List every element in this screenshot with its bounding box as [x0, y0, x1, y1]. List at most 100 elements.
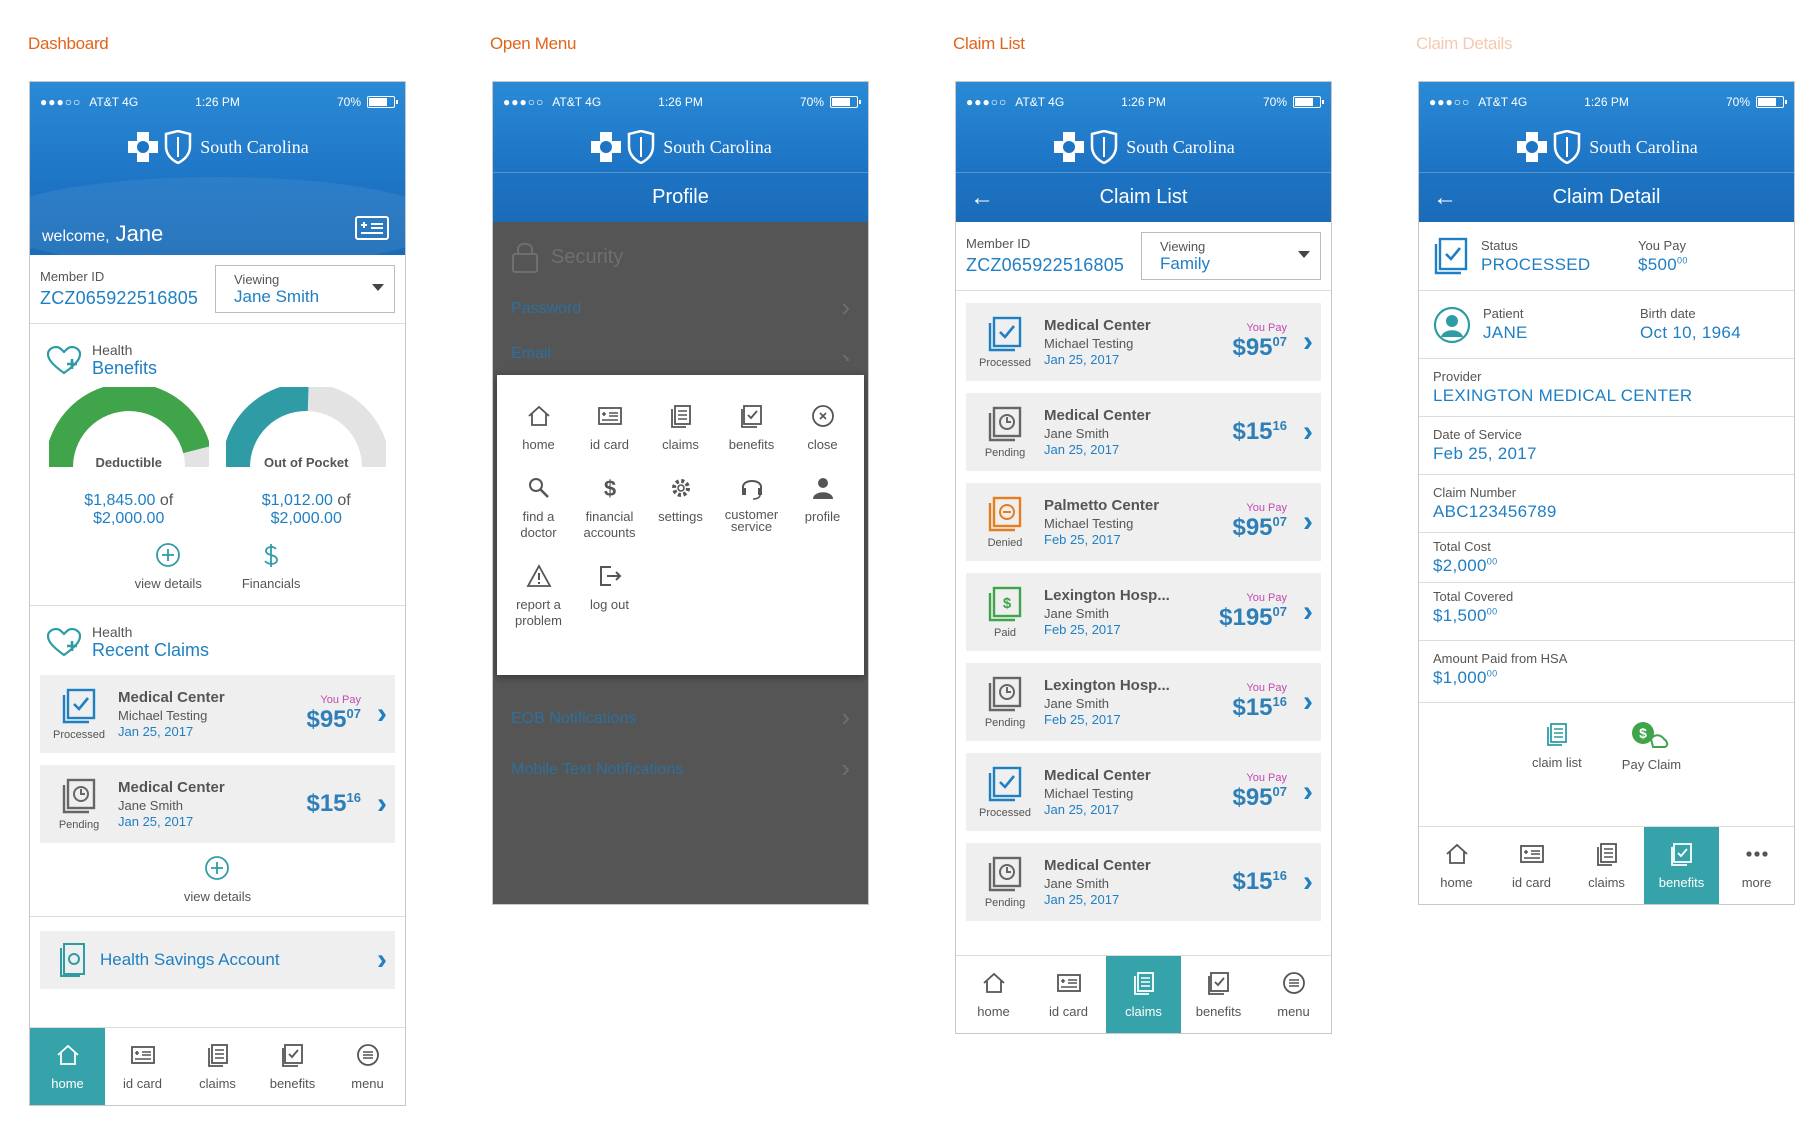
tab-id-card[interactable]: id card: [105, 1028, 180, 1105]
claim-status-label: Pending: [984, 717, 1026, 729]
app-header: ●●●○○ AT&T 4G 1:26 PM 70% South Carolina…: [30, 82, 405, 255]
claim-amount: You Pay $9507: [306, 694, 395, 734]
deductible-gauge[interactable]: Deductible $1,845.00 of $2,000.00: [44, 383, 213, 528]
menu-item-claims[interactable]: claims: [645, 403, 716, 453]
tab-menu[interactable]: menu: [1256, 956, 1331, 1033]
svg-text:$: $: [1640, 725, 1648, 741]
member-id-label: Member ID: [40, 269, 105, 284]
pay-claim-button[interactable]: $ Pay Claim: [1622, 721, 1681, 772]
menu-item-settings[interactable]: settings: [645, 475, 716, 541]
chevron-down-icon: [1298, 251, 1310, 258]
claim-amount: $1516: [306, 790, 395, 818]
tab-claims[interactable]: claims: [1569, 827, 1644, 904]
menu-item-home[interactable]: home: [503, 403, 574, 453]
menu-item-report-problem[interactable]: report a problem: [503, 563, 574, 629]
pending-clock-icon: [986, 855, 1024, 893]
claim-list-link[interactable]: claim list: [1532, 721, 1582, 772]
hsa-money-icon: [60, 943, 85, 977]
tab-home[interactable]: home: [956, 956, 1031, 1033]
svg-text:$: $: [1003, 595, 1012, 612]
menu-item-customer-service[interactable]: customer service: [716, 475, 787, 541]
brand-logo: South Carolina: [493, 122, 868, 172]
back-arrow-icon[interactable]: ←: [1433, 183, 1457, 211]
tab-id-card[interactable]: id card: [1031, 956, 1106, 1033]
total-cost-dollars: $2,000: [1433, 556, 1487, 575]
menu-item-id-card[interactable]: id card: [574, 403, 645, 453]
bcbs-logo-icon: [1052, 130, 1118, 164]
id-card-shortcut-icon[interactable]: [355, 216, 389, 245]
battery-status: 70%: [337, 95, 398, 109]
tab-label: more: [1741, 875, 1772, 890]
tab-claims[interactable]: claims: [1106, 956, 1181, 1033]
menu-item-log-out[interactable]: log out: [574, 563, 645, 629]
tab-home[interactable]: home: [30, 1028, 105, 1105]
birth-date-label: Birth date: [1640, 306, 1696, 321]
hsa-card[interactable]: Health Savings Account ›: [40, 931, 395, 989]
claims-list: Processed Medical Center Michael Testing…: [956, 303, 1331, 921]
claim-card[interactable]: Pending Medical Center Jane Smith Jan 25…: [40, 765, 395, 843]
claim-info: Lexington Hosp... Jane Smith Feb 25, 201…: [1044, 587, 1219, 637]
signal-dots: ●●●○○: [503, 95, 545, 109]
amount-cents: 16: [346, 790, 361, 805]
claim-card[interactable]: Processed Medical Center Michael Testing…: [966, 753, 1321, 831]
you-pay-value: $50000: [1638, 255, 1688, 275]
claim-card[interactable]: Processed Medical Center Michael Testing…: [966, 303, 1321, 381]
financials-link[interactable]: Financials: [242, 542, 300, 591]
carrier-label: AT&T 4G: [1015, 95, 1065, 109]
tab-benefits[interactable]: benefits: [1644, 827, 1719, 904]
menu-item-label: settings: [658, 509, 703, 524]
benefits-icon: [1206, 970, 1232, 996]
total-cost-label: Total Cost: [1433, 539, 1491, 554]
tab-benefits[interactable]: benefits: [1181, 956, 1256, 1033]
claim-card[interactable]: Pending Medical Center Jane Smith Jan 25…: [966, 843, 1321, 921]
eob-notifications-row[interactable]: EOB Notifications: [507, 694, 854, 745]
claims-view-details-link[interactable]: view details: [184, 855, 251, 904]
menu-item-financial-accounts[interactable]: $ financial accounts: [574, 475, 645, 541]
tab-claims[interactable]: claims: [180, 1028, 255, 1105]
viewing-dropdown[interactable]: Viewing Jane Smith: [215, 265, 395, 313]
signal-dots: ●●●○○: [40, 95, 82, 109]
warning-icon: [525, 564, 552, 587]
person-icon: [812, 478, 833, 499]
mobile-text-row[interactable]: Mobile Text Notifications: [507, 745, 854, 796]
menu-item-close[interactable]: close: [787, 403, 858, 453]
claim-card[interactable]: Pending Lexington Hosp... Jane Smith Feb…: [966, 663, 1321, 741]
page-title: Claim Detail: [1552, 186, 1661, 208]
welcome-prefix: welcome,: [42, 228, 110, 245]
email-row[interactable]: Email: [507, 335, 854, 362]
claim-card[interactable]: Denied Palmetto Center Michael Testing F…: [966, 483, 1321, 561]
close-icon: [811, 405, 834, 427]
tab-more[interactable]: more: [1719, 827, 1794, 904]
amount-dollars: $95: [1232, 784, 1273, 811]
claim-date: Feb 25, 2017: [1044, 712, 1121, 727]
amount-cents: 16: [1272, 868, 1287, 883]
clock: 1:26 PM: [195, 95, 240, 109]
menu-item-profile[interactable]: profile: [787, 475, 858, 541]
menu-item-find-doctor[interactable]: find a doctor: [503, 475, 574, 541]
out-of-pocket-gauge[interactable]: Out of Pocket $1,012.00 of $2,000.00: [222, 383, 391, 528]
back-arrow-icon[interactable]: ←: [970, 183, 994, 211]
claim-card[interactable]: Processed Medical Center Michael Testing…: [40, 675, 395, 753]
label-line-2: service: [730, 519, 773, 534]
tab-menu[interactable]: menu: [330, 1028, 405, 1105]
claims-icon: [205, 1042, 231, 1068]
viewing-dropdown[interactable]: Viewing Family: [1141, 232, 1321, 280]
claim-card[interactable]: $ Paid Lexington Hosp... Jane Smith Feb …: [966, 573, 1321, 651]
menu-item-benefits[interactable]: benefits: [716, 403, 787, 453]
claim-info: Medical Center Jane Smith Jan 25, 2017: [1044, 407, 1232, 457]
recent-claims-list: Processed Medical Center Michael Testing…: [30, 669, 405, 843]
claim-provider: Lexington Hosp...: [1044, 587, 1170, 604]
patient-avatar-icon: [1433, 306, 1471, 343]
tab-id-card[interactable]: id card: [1494, 827, 1569, 904]
tab-home[interactable]: home: [1419, 827, 1494, 904]
bcbs-logo-icon: [589, 130, 655, 164]
password-row[interactable]: Password: [507, 284, 854, 335]
tab-benefits[interactable]: benefits: [255, 1028, 330, 1105]
claim-amount: You Pay $19507: [1219, 592, 1321, 632]
total-cost-row: Total Cost $2,00000: [1419, 533, 1794, 583]
claim-patient: Jane Smith: [118, 798, 184, 813]
claim-card[interactable]: Pending Medical Center Jane Smith Jan 25…: [966, 393, 1321, 471]
view-details-link[interactable]: view details: [135, 542, 202, 591]
menu-grid: home id card claims benefits close find …: [497, 375, 864, 657]
tab-label: claims: [1125, 1004, 1162, 1019]
